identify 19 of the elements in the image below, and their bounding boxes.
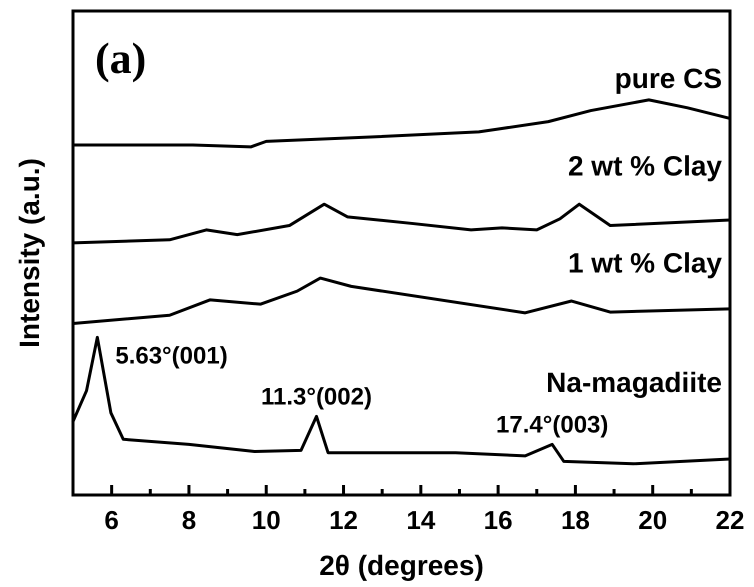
y-axis-title: Intensity (a.u.) [14, 158, 45, 348]
annotation: 17.4°(003) [496, 411, 608, 438]
x-tick-label: 20 [638, 505, 668, 535]
x-tick-label: 12 [329, 505, 358, 535]
x-tick-label: 8 [182, 505, 196, 535]
x-tick-label: 18 [560, 505, 590, 535]
series-label: 2 wt % Clay [568, 150, 722, 182]
series-label: pure CS [614, 62, 722, 94]
x-tick-label: 16 [484, 505, 513, 535]
x-axis-title: 2θ (degrees) [319, 550, 484, 581]
annotation: 5.63°(001) [115, 342, 228, 370]
x-tick-label: 14 [406, 505, 436, 535]
x-tick-label: 10 [252, 505, 281, 535]
x-tick-label: 22 [716, 505, 744, 535]
series-label: 1 wt % Clay [568, 248, 722, 279]
text: (a) [95, 34, 146, 83]
series-label: Na-magadiite [546, 366, 722, 398]
annotation: 11.3°(002) [260, 383, 372, 410]
x-tick-label: 6 [104, 505, 119, 535]
